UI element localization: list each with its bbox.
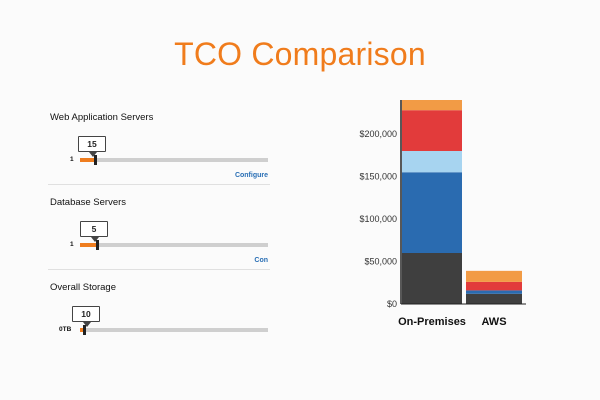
web-servers-value-tooltip: 15 — [78, 136, 106, 157]
web-servers-min-label: 1 — [70, 156, 74, 163]
bar-segment — [402, 100, 462, 111]
web-servers-section: Web Application Servers 15 1 Configure — [48, 100, 270, 185]
bar-segment — [402, 110, 462, 151]
page-title: TCO Comparison — [174, 36, 426, 72]
y-tick-label: $200,000 — [359, 129, 397, 139]
web-servers-label: Web Application Servers — [50, 112, 154, 123]
database-servers-slider-fill — [80, 243, 97, 247]
storage-slider[interactable] — [80, 325, 268, 335]
tco-chart: On-Premises AWS $0 $50,000 $100,000 $150,000 $… — [359, 100, 526, 328]
configure-link-truncated[interactable]: Con — [254, 257, 268, 264]
storage-slider-fill — [80, 328, 84, 332]
storage-label: Overall Storage — [50, 282, 117, 293]
web-servers-slider-fill — [80, 158, 96, 162]
bar-segment — [466, 281, 522, 291]
y-tick-label: $150,000 — [359, 172, 397, 182]
bar-segment — [402, 253, 462, 304]
database-servers-section: Database Servers 5 1 Con — [48, 185, 270, 270]
storage-min-label: 0TB — [59, 326, 72, 333]
database-servers-slider[interactable] — [80, 240, 268, 250]
web-servers-slider-handle[interactable] — [94, 155, 98, 165]
database-servers-min-label: 1 — [70, 241, 74, 248]
database-servers-label: Database Servers — [50, 197, 127, 208]
y-tick-label: $100,000 — [359, 214, 397, 224]
y-tick-label: $0 — [387, 299, 397, 309]
database-servers-slider-handle[interactable] — [95, 240, 99, 250]
web-servers-slider[interactable] — [80, 155, 268, 165]
storage-value-tooltip: 10 — [72, 306, 100, 327]
bar-segment — [402, 151, 462, 173]
storage-slider-handle[interactable] — [82, 325, 86, 335]
storage-section: Overall Storage 10 0TB — [48, 270, 270, 354]
x-tick-label: On-Premises — [398, 316, 466, 328]
input-panel: Web Application Servers 15 1 Configure D… — [48, 100, 270, 354]
bar-segment — [466, 290, 522, 294]
bar-segment — [466, 293, 522, 304]
configure-link[interactable]: Configure — [234, 172, 268, 179]
bar-segment — [402, 172, 462, 253]
database-servers-value-tooltip: 5 — [80, 221, 108, 242]
bar-segment — [466, 270, 522, 282]
y-tick-label: $50,000 — [364, 257, 397, 267]
x-tick-label: AWS — [481, 316, 506, 328]
